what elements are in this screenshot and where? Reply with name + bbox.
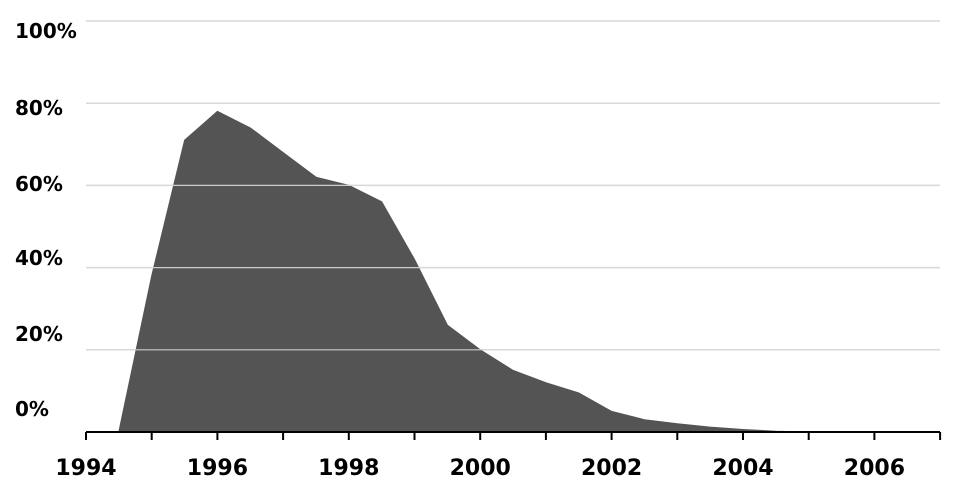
y-tick-label: 40%	[15, 246, 63, 270]
y-tick-label: 80%	[15, 96, 63, 120]
y-tick-label: 100%	[15, 19, 77, 43]
x-tick-label: 1996	[187, 456, 248, 481]
x-tick-labels: 1994 1996 1998 2000 2002 2004 2006	[55, 456, 905, 481]
y-tick-label: 60%	[15, 172, 63, 196]
area-fill-series-0	[118, 110, 809, 433]
y-tick-label: 0%	[15, 397, 49, 421]
area-series	[86, 20, 940, 433]
x-tick-label: 1994	[55, 456, 116, 481]
x-tick-label: 1998	[318, 456, 379, 481]
y-tick-labels: 100% 80% 60% 40% 20% 0%	[15, 19, 77, 421]
x-tick-label: 2000	[450, 456, 511, 481]
y-tick-label: 20%	[15, 322, 63, 346]
x-tick-label: 2004	[712, 456, 773, 481]
x-axis	[85, 431, 942, 440]
x-tick-label: 2006	[844, 456, 905, 481]
x-tick-label: 2002	[581, 456, 642, 481]
